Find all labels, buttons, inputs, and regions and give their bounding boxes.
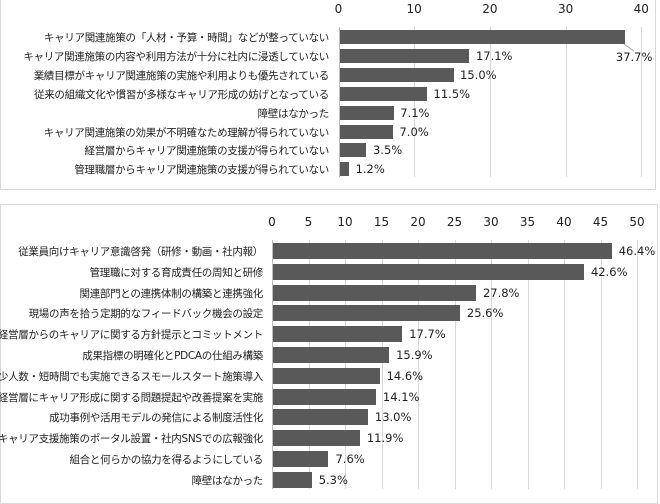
value-label: 11.5% — [433, 86, 471, 101]
bar — [340, 124, 393, 139]
x-axis-tick-label: 20 — [482, 2, 498, 16]
bar — [273, 347, 390, 363]
category-label: 組合と何らかの協力を得るようにしている — [69, 454, 264, 466]
bar — [340, 105, 394, 120]
x-axis-tick-label: 15 — [373, 215, 390, 229]
value-label: 13.0% — [374, 410, 412, 425]
gridline — [566, 27, 567, 177]
bar — [273, 471, 312, 488]
bar — [340, 86, 428, 101]
bar — [273, 263, 584, 280]
category-label: キャリア関連施策の「人材・予算・時間」などが整っていない — [43, 32, 329, 44]
bar — [273, 284, 476, 301]
value-label: 7.0% — [399, 124, 429, 139]
bar — [273, 243, 612, 259]
gridline — [637, 240, 638, 489]
x-axis-tick-label: 40 — [633, 2, 649, 16]
x-axis-tick-label: 25 — [446, 215, 463, 229]
y-axis-line — [339, 27, 340, 177]
gridline — [382, 240, 383, 489]
x-axis-tick-label: 10 — [406, 2, 422, 16]
value-label: 1.2% — [355, 162, 385, 177]
x-axis-tick-label: 10 — [337, 215, 353, 229]
value-label: 15.9% — [396, 348, 433, 362]
x-axis-tick-label: 30 — [557, 2, 574, 16]
gridline — [528, 240, 529, 489]
bar — [273, 430, 360, 447]
category-label: 成功事例や活用モデルの発信による制度活性化 — [49, 412, 263, 425]
x-axis-tick-label: 30 — [483, 215, 499, 229]
gridline — [564, 240, 565, 489]
x-axis-tick-label: 35 — [519, 215, 536, 229]
value-label: 37.7% — [615, 50, 653, 64]
x-axis-tick-label: 50 — [629, 215, 645, 229]
category-label: キャリア関連施策の内容や利用方法が十分に社内に浸透していない — [23, 50, 329, 63]
category-label: 従来の組織文化や慣習が多様なキャリア形成の妨げとなっている — [34, 88, 329, 101]
category-label: キャリア支援施策のポータル設置・社内SNSでの広報強化 — [0, 433, 263, 446]
bar — [340, 67, 454, 82]
category-label: キャリア関連施策の効果が不明確なため理解が得られていない — [43, 126, 330, 139]
value-label: 25.6% — [466, 306, 504, 321]
bar — [273, 388, 376, 405]
bar — [273, 326, 403, 343]
value-label: 17.7% — [409, 327, 446, 342]
bar — [340, 143, 367, 158]
category-label: 関連部門との連携体制の構築と連携強化 — [79, 287, 264, 300]
value-label: 15.0% — [460, 67, 497, 82]
gridline — [414, 27, 415, 177]
category-label: 管理職に対する育成責任の周知と研修 — [89, 266, 264, 279]
value-label: 42.6% — [590, 264, 628, 279]
gridline — [345, 240, 346, 489]
x-axis-tick-label: 20 — [410, 215, 426, 229]
bar — [273, 451, 329, 467]
x-axis-tick-label: 5 — [304, 215, 313, 229]
value-label: 46.4% — [618, 244, 656, 258]
category-label: 現場の声を拾う定期的なフィードバック機会の設定 — [28, 308, 264, 321]
category-label: 少人数・短時間でも実施できるスモールスタート施策導入 — [0, 370, 263, 383]
bar — [340, 162, 350, 177]
value-label: 7.1% — [400, 105, 430, 120]
category-label: 従業員向けキャリア意識啓発（研修・動画・社内報） — [18, 246, 263, 258]
x-axis-tick-label: 0 — [268, 215, 276, 229]
category-label: 業績目標がキャリア関連施策の実施や利用よりも優先されている — [33, 69, 330, 82]
gridline — [601, 240, 602, 489]
value-label: 14.6% — [386, 368, 424, 383]
category-label: 経営層にキャリア形成に関する問題提起や改善提案を実施 — [0, 391, 263, 404]
gridline — [418, 240, 419, 489]
value-label: 11.9% — [366, 431, 404, 446]
category-label: 障壁はなかった — [191, 474, 264, 487]
bar — [340, 30, 626, 44]
x-axis-tick-label: 0 — [334, 2, 343, 16]
bar — [273, 367, 380, 384]
chart-panel-barriers: 0 10 20 30 40 キャリア関連施策の「人材・予算・時間」などが整っていない 37.… — [0, 0, 656, 190]
bar — [340, 48, 470, 63]
bar — [273, 409, 368, 426]
y-axis-line — [272, 240, 273, 489]
x-axis-tick-label: 40 — [556, 215, 572, 229]
gridline — [490, 27, 491, 177]
category-label: 経営層からキャリア関連施策の支援が得られていない — [84, 145, 330, 158]
value-label: 5.3% — [318, 472, 348, 487]
category-label: 経営層からのキャリアに関する方針提示とコミットメント — [0, 329, 263, 342]
gridline — [491, 240, 492, 489]
value-label: 3.5% — [372, 143, 403, 158]
bar — [273, 305, 460, 322]
gridline — [309, 240, 310, 489]
value-label: 7.6% — [335, 452, 365, 466]
category-label: 成果指標の明確化とPDCAの仕組み構築 — [82, 350, 263, 362]
gridline — [455, 240, 456, 489]
value-label: 17.1% — [475, 48, 513, 63]
category-label: 管理職層からキャリア関連施策の支援が得られていない — [74, 164, 329, 177]
value-label: 27.8% — [482, 285, 520, 300]
x-axis-tick-label: 45 — [592, 215, 609, 229]
chart-panel-measures: 0 5 10 15 20 25 30 35 40 45 50 従業員向けキャリア意識啓発（研修・動画・… — [0, 204, 658, 504]
value-label: 14.1% — [382, 389, 420, 404]
gridline — [641, 27, 642, 177]
category-label: 障壁はなかった — [257, 107, 330, 120]
